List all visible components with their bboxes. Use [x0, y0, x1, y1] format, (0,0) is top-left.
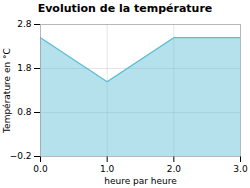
- svg-text:2.0: 2.0: [167, 164, 182, 174]
- svg-text:Température en °C: Température en °C: [2, 48, 12, 134]
- svg-text:1.0: 1.0: [100, 164, 115, 174]
- svg-text:0.0: 0.0: [33, 164, 48, 174]
- html-text:Evolution de la température: Evolution de la température: [37, 2, 213, 15]
- svg-text:−0.2: −0.2: [10, 151, 32, 161]
- svg-text:2.8: 2.8: [17, 19, 32, 29]
- svg-text:heure par heure: heure par heure: [104, 176, 177, 186]
- svg-text:0.8: 0.8: [17, 107, 32, 117]
- svg-text:3.0: 3.0: [233, 164, 248, 174]
- svg-text:1.8: 1.8: [17, 63, 32, 73]
